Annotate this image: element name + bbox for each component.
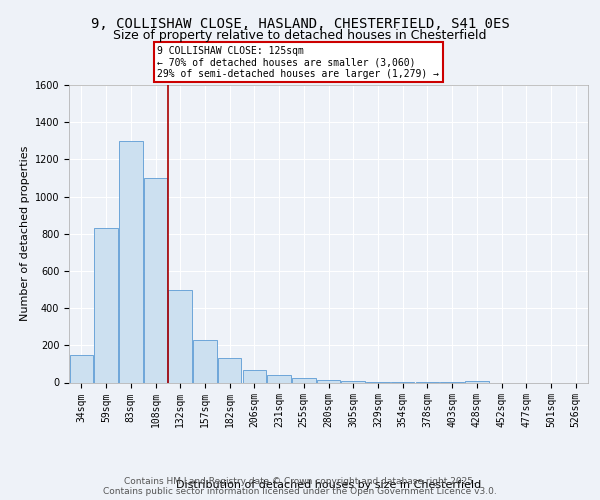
Text: Contains public sector information licensed under the Open Government Licence v3: Contains public sector information licen…	[103, 486, 497, 496]
Bar	[317, 380, 340, 382]
Bar	[169, 290, 192, 382]
Bar	[193, 340, 217, 382]
Bar	[94, 228, 118, 382]
X-axis label: Distribution of detached houses by size in Chesterfield: Distribution of detached houses by size …	[176, 480, 481, 490]
Bar	[292, 378, 316, 382]
Bar	[242, 370, 266, 382]
Text: Contains HM Land Registry data © Crown copyright and database right 2025.: Contains HM Land Registry data © Crown c…	[124, 476, 476, 486]
Bar	[341, 381, 365, 382]
Bar	[119, 141, 143, 382]
Text: 9 COLLISHAW CLOSE: 125sqm
← 70% of detached houses are smaller (3,060)
29% of se: 9 COLLISHAW CLOSE: 125sqm ← 70% of detac…	[157, 46, 439, 79]
Text: 9, COLLISHAW CLOSE, HASLAND, CHESTERFIELD, S41 0ES: 9, COLLISHAW CLOSE, HASLAND, CHESTERFIEL…	[91, 18, 509, 32]
Bar	[268, 375, 291, 382]
Bar	[465, 381, 488, 382]
Bar	[144, 178, 167, 382]
Y-axis label: Number of detached properties: Number of detached properties	[20, 146, 31, 322]
Bar	[218, 358, 241, 382]
Text: Size of property relative to detached houses in Chesterfield: Size of property relative to detached ho…	[113, 29, 487, 42]
Bar	[70, 354, 93, 382]
